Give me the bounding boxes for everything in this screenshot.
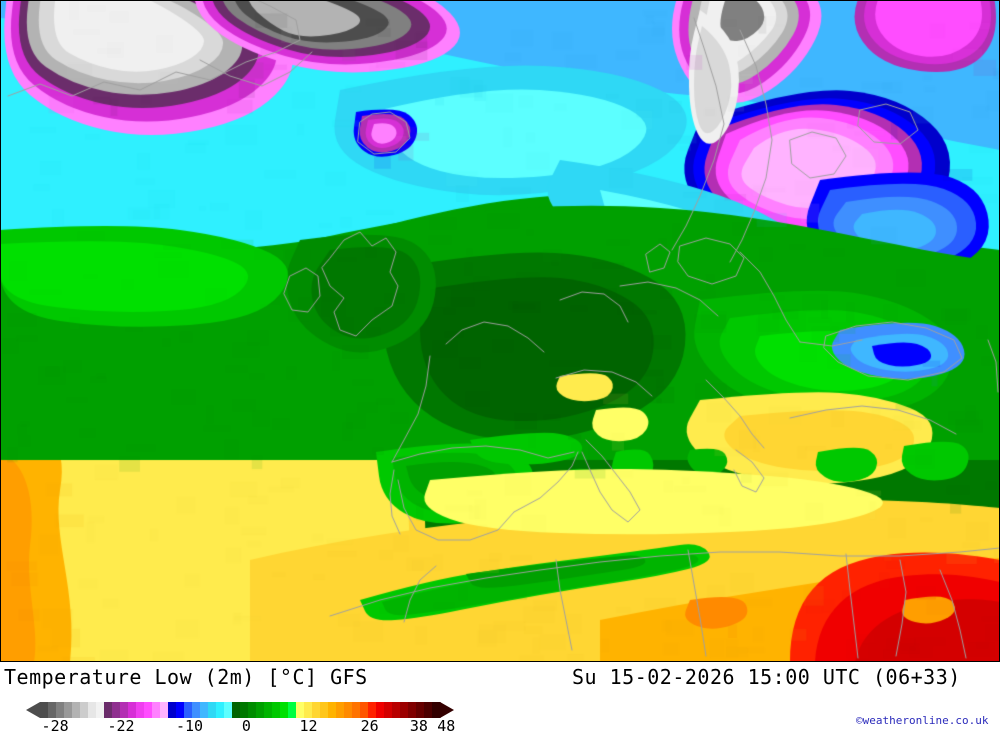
chart-title: Temperature Low (2m) [°C] GFS [4, 665, 368, 689]
colorbar-tick-minus28: -28 [41, 717, 69, 735]
colorbar-tick-48: 48 [437, 717, 456, 735]
colorbar-tick-0: 0 [241, 717, 251, 735]
colorbar-tick-minus10: -10 [175, 717, 204, 735]
colorbar-tick-labels: -28 -22 -10 0 12 26 38 48 [0, 717, 480, 735]
colorbar-swatches [26, 702, 454, 718]
copyright-credit: ©weatheronline.co.uk [856, 714, 989, 727]
temperature-colorbar [0, 702, 480, 718]
colorbar-tick-26: 26 [360, 717, 379, 735]
temperature-contour-field [0, 0, 1000, 662]
valid-time-label: Su 15-02-2026 15:00 UTC (06+33) [572, 665, 961, 689]
colorbar-tick-minus22: -22 [107, 717, 135, 735]
map-footer: Temperature Low (2m) [°C] GFS Su 15-02-2… [0, 662, 1000, 735]
colorbar-tick-38: 38 [409, 717, 428, 735]
temperature-map-panel [0, 0, 1000, 662]
colorbar-tick-12: 12 [299, 717, 318, 735]
